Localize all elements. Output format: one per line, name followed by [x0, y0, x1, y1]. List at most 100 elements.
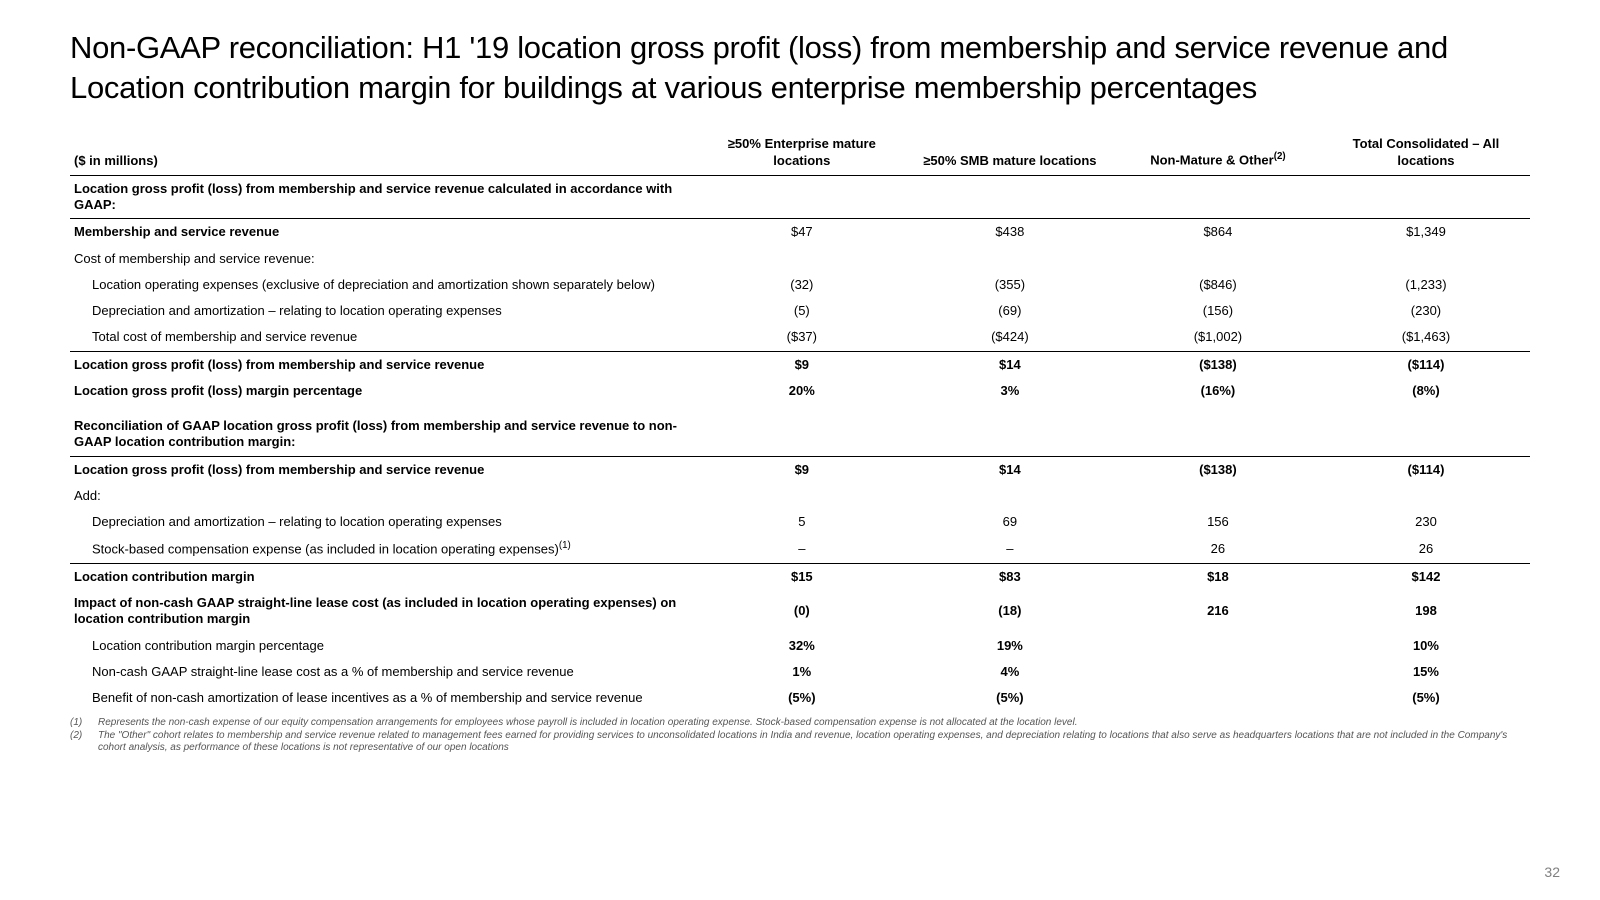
table-row: Stock-based compensation expense (as inc…	[70, 535, 1530, 563]
cell: 19%	[906, 633, 1114, 659]
cell: $14	[906, 351, 1114, 378]
cell: $15	[698, 563, 906, 590]
col-header-1: ≥50% Enterprise mature locations	[698, 131, 906, 175]
cell: ($1,463)	[1322, 324, 1530, 351]
cell: 4%	[906, 659, 1114, 685]
cell: 1%	[698, 659, 906, 685]
table-row: Location gross profit (loss) from member…	[70, 175, 1530, 219]
cell: $83	[906, 563, 1114, 590]
cell: ($1,002)	[1114, 324, 1322, 351]
cell: ($424)	[906, 324, 1114, 351]
row-label: Location contribution margin	[70, 563, 698, 590]
cell: –	[698, 535, 906, 563]
cell: $47	[698, 219, 906, 246]
cell: –	[906, 535, 1114, 563]
cell: $864	[1114, 219, 1322, 246]
cell: 15%	[1322, 659, 1530, 685]
cell: (69)	[906, 298, 1114, 324]
cell: (355)	[906, 272, 1114, 298]
cell: (230)	[1322, 298, 1530, 324]
row-label: Location gross profit (loss) margin perc…	[70, 378, 698, 404]
table-row: Benefit of non-cash amortization of leas…	[70, 685, 1530, 711]
cell: (0)	[698, 590, 906, 633]
section-header: Reconciliation of GAAP location gross pr…	[70, 404, 698, 456]
cell: 198	[1322, 590, 1530, 633]
cell: $9	[698, 351, 906, 378]
row-label: Location contribution margin percentage	[70, 633, 698, 659]
row-label: Depreciation and amortization – relating…	[70, 298, 698, 324]
footnotes: (1) Represents the non-cash expense of o…	[70, 717, 1530, 755]
cell: ($114)	[1322, 351, 1530, 378]
table-row: Non-cash GAAP straight-line lease cost a…	[70, 659, 1530, 685]
cell: (18)	[906, 590, 1114, 633]
cell	[1114, 659, 1322, 685]
cell: 3%	[906, 378, 1114, 404]
cell: $438	[906, 219, 1114, 246]
row-label: Impact of non-cash GAAP straight-line le…	[70, 590, 698, 633]
cell: (156)	[1114, 298, 1322, 324]
col-header-2: ≥50% SMB mature locations	[906, 131, 1114, 175]
cell: (32)	[698, 272, 906, 298]
table-row: Location gross profit (loss) margin perc…	[70, 378, 1530, 404]
cell: (5%)	[906, 685, 1114, 711]
cell: ($138)	[1114, 456, 1322, 483]
cell: 32%	[698, 633, 906, 659]
cell: 10%	[1322, 633, 1530, 659]
cell: $142	[1322, 563, 1530, 590]
table-row: Cost of membership and service revenue:	[70, 246, 1530, 272]
cell: $18	[1114, 563, 1322, 590]
table-row: Depreciation and amortization – relating…	[70, 509, 1530, 535]
cell	[1114, 685, 1322, 711]
cell: (5%)	[1322, 685, 1530, 711]
cell: 5	[698, 509, 906, 535]
cell: (5%)	[698, 685, 906, 711]
table-row: Total cost of membership and service rev…	[70, 324, 1530, 351]
cell: (16%)	[1114, 378, 1322, 404]
cell: ($114)	[1322, 456, 1530, 483]
cell: $9	[698, 456, 906, 483]
cell: 26	[1322, 535, 1530, 563]
cell: (1,233)	[1322, 272, 1530, 298]
cell: ($37)	[698, 324, 906, 351]
row-label: Location operating expenses (exclusive o…	[70, 272, 698, 298]
cell: 26	[1114, 535, 1322, 563]
cell: $14	[906, 456, 1114, 483]
table-row: Location gross profit (loss) from member…	[70, 351, 1530, 378]
row-label: Cost of membership and service revenue:	[70, 246, 698, 272]
cell: ($138)	[1114, 351, 1322, 378]
row-label: Non-cash GAAP straight-line lease cost a…	[70, 659, 698, 685]
cell: ($846)	[1114, 272, 1322, 298]
footnote-text: The "Other" cohort relates to membership…	[98, 730, 1530, 755]
table-row: Add:	[70, 483, 1530, 509]
cell: 69	[906, 509, 1114, 535]
cell: 216	[1114, 590, 1322, 633]
col-header-4: Total Consolidated – All locations	[1322, 131, 1530, 175]
cell	[1114, 633, 1322, 659]
cell: $1,349	[1322, 219, 1530, 246]
cell: (5)	[698, 298, 906, 324]
cell: 156	[1114, 509, 1322, 535]
cell: 20%	[698, 378, 906, 404]
table-row: Impact of non-cash GAAP straight-line le…	[70, 590, 1530, 633]
section-header: Location gross profit (loss) from member…	[70, 175, 698, 219]
cell: 230	[1322, 509, 1530, 535]
table-row: Location contribution margin percentage …	[70, 633, 1530, 659]
page-title: Non-GAAP reconciliation: H1 '19 location…	[70, 28, 1530, 107]
reconciliation-table: ($ in millions) ≥50% Enterprise mature l…	[70, 131, 1530, 711]
col-header-3: Non-Mature & Other(2)	[1114, 131, 1322, 175]
row-label: Location gross profit (loss) from member…	[70, 456, 698, 483]
footnote-num: (2)	[70, 730, 88, 755]
row-label: Total cost of membership and service rev…	[70, 324, 698, 351]
footnote-text: Represents the non-cash expense of our e…	[98, 717, 1077, 730]
table-row: Location contribution margin $15 $83 $18…	[70, 563, 1530, 590]
row-label: Depreciation and amortization – relating…	[70, 509, 698, 535]
row-label: Stock-based compensation expense (as inc…	[70, 535, 698, 563]
table-row: Location gross profit (loss) from member…	[70, 456, 1530, 483]
table-row: Location operating expenses (exclusive o…	[70, 272, 1530, 298]
unit-label: ($ in millions)	[70, 131, 698, 175]
footnote-num: (1)	[70, 717, 88, 730]
row-label: Add:	[70, 483, 698, 509]
page-number: 32	[1544, 864, 1560, 880]
row-label: Membership and service revenue	[70, 219, 698, 246]
row-label: Location gross profit (loss) from member…	[70, 351, 698, 378]
